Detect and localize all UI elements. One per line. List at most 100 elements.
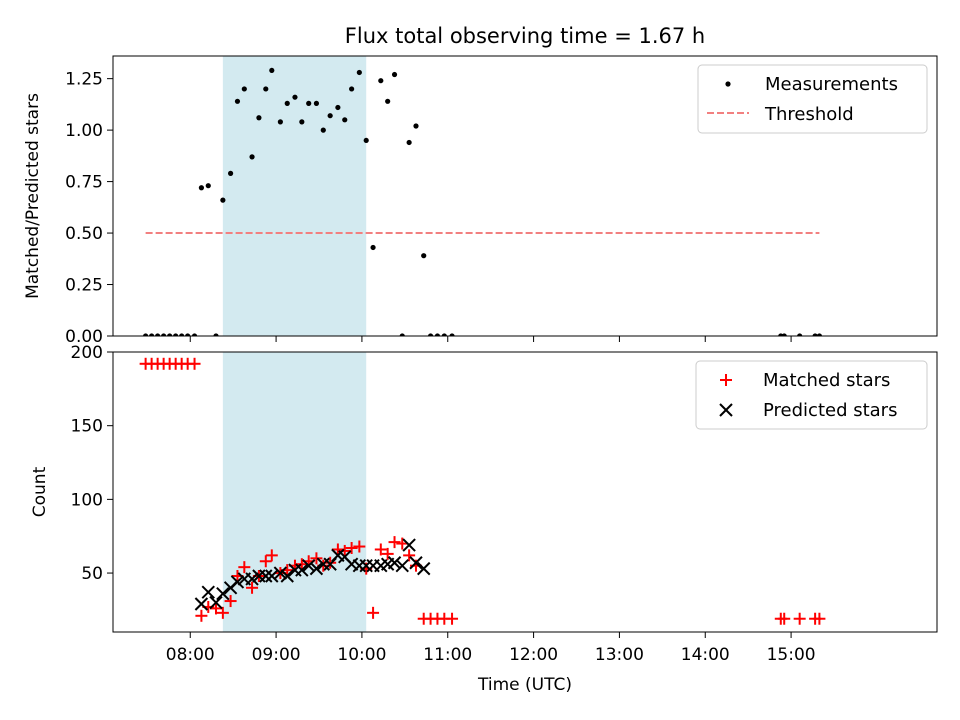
legend-label-matched: Matched stars	[763, 370, 890, 391]
measurement-point	[292, 94, 298, 100]
matched-star-marker	[403, 549, 416, 562]
measurement-point	[227, 170, 234, 176]
measurement-point	[277, 119, 283, 125]
measurement-point	[213, 333, 219, 336]
y-tick-label: 100	[71, 490, 103, 510]
measurement-point	[816, 333, 823, 336]
legend-frame-top	[697, 64, 928, 134]
matched-star-marker	[210, 602, 222, 615]
y-axis-label-top: Matched/Predicted stars	[23, 93, 43, 299]
highlight-span-bottom	[222, 352, 367, 632]
plot-frame-bottom	[112, 351, 938, 633]
measurement-point	[299, 119, 305, 125]
matched-star-marker	[793, 612, 806, 625]
x-axis-ticks-top	[189, 336, 792, 342]
legend-bottom: Matched stars Predicted stars	[695, 360, 928, 430]
matched-star-marker	[345, 542, 358, 554]
measurement-point	[167, 333, 173, 336]
y-tick-label: 0.00	[65, 327, 103, 347]
measurement-point	[363, 137, 369, 144]
x-tick-label: 14:00	[681, 645, 730, 665]
measurement-point	[378, 78, 384, 84]
legend-marker-predicted	[719, 403, 733, 417]
y-tick-label: 0.50	[65, 224, 103, 244]
measurement-point	[284, 100, 290, 106]
matched-star-marker	[265, 549, 278, 562]
measurement-point	[781, 333, 787, 336]
y-axis-label-bottom: Count	[30, 466, 50, 517]
matched-star-marker	[446, 612, 459, 625]
measurement-point	[263, 86, 269, 92]
measurement-point	[342, 117, 348, 123]
matched-star-marker	[224, 595, 237, 608]
predicted-star-marker	[273, 566, 288, 580]
y-axis-ticks-top: 0.00 0.25 0.50 0.75 1.00 1.25	[65, 70, 113, 347]
matched-star-marker	[259, 555, 272, 568]
y-tick-label: 50	[81, 564, 103, 584]
measurement-point	[191, 333, 198, 336]
measurement-point	[198, 185, 205, 191]
measurement-point	[149, 333, 155, 336]
y-tick-label: 0.25	[65, 276, 103, 296]
predicted-star-marker	[216, 586, 230, 601]
measurement-point	[797, 333, 803, 336]
measurement-point	[349, 86, 355, 92]
y-tick-label: 1.00	[65, 121, 103, 141]
predicted-star-marker	[417, 561, 431, 576]
matched-star-marker	[310, 552, 323, 565]
measurement-point	[391, 71, 398, 78]
measurement-point	[335, 104, 341, 111]
legend-label-predicted: Predicted stars	[763, 400, 897, 421]
matched-star-marker	[216, 606, 229, 619]
predicted-star-marker	[402, 538, 416, 552]
predicted-star-marker	[230, 575, 245, 589]
measurement-point	[327, 113, 333, 119]
measurement-point	[421, 253, 427, 259]
measurement-point	[173, 333, 179, 336]
predicted-star-marker	[409, 556, 423, 570]
measurement-point	[313, 100, 320, 106]
measurement-point	[185, 333, 191, 336]
measurement-point	[241, 86, 247, 92]
predicted-star-marker	[209, 595, 223, 610]
y-tick-label: 1.25	[65, 70, 103, 90]
ratio-panel: 0.00 0.25 0.50 0.75 1.00 1.25 Flux total obse…	[23, 24, 938, 347]
count-points	[139, 357, 826, 625]
measurement-point	[385, 98, 391, 104]
predicted-star-marker	[395, 558, 409, 573]
y-tick-label: 200	[71, 343, 103, 363]
x-axis-label: Time (UTC)	[477, 675, 572, 695]
x-tick-label: 08:00	[166, 645, 215, 665]
highlight-span-top	[222, 56, 367, 336]
measurement-point	[413, 123, 419, 129]
measurement-point	[161, 333, 167, 336]
matched-star-marker	[778, 612, 791, 625]
measurement-point	[205, 183, 211, 189]
matched-star-marker	[813, 612, 826, 625]
matched-star-marker	[331, 543, 344, 556]
measurement-point	[812, 333, 818, 336]
measurement-point	[441, 333, 447, 336]
predicted-star-marker	[295, 563, 309, 577]
measurement-point	[434, 333, 441, 336]
predicted-star-marker	[301, 558, 316, 573]
y-axis-ticks-bottom: 50 100 150 200	[71, 343, 113, 584]
measurement-point	[234, 98, 241, 104]
measurement-point	[449, 333, 455, 336]
predicted-star-marker	[194, 597, 209, 611]
matched-star-marker	[374, 543, 387, 556]
x-tick-label: 15:00	[767, 645, 816, 665]
legend-top: Measurements Threshold	[697, 64, 928, 134]
legend-frame-bottom	[695, 360, 928, 430]
plot-frame-top	[112, 55, 938, 337]
matched-star-marker	[381, 547, 394, 560]
y-tick-label: 0.75	[65, 173, 103, 193]
predicted-star-marker	[201, 585, 215, 599]
matched-star-marker	[238, 561, 251, 574]
measurement-point	[320, 127, 326, 133]
x-tick-label: 11:00	[423, 645, 472, 665]
measurement-point	[356, 69, 362, 76]
measurement-point	[143, 333, 149, 336]
x-tick-label: 13:00	[595, 645, 644, 665]
